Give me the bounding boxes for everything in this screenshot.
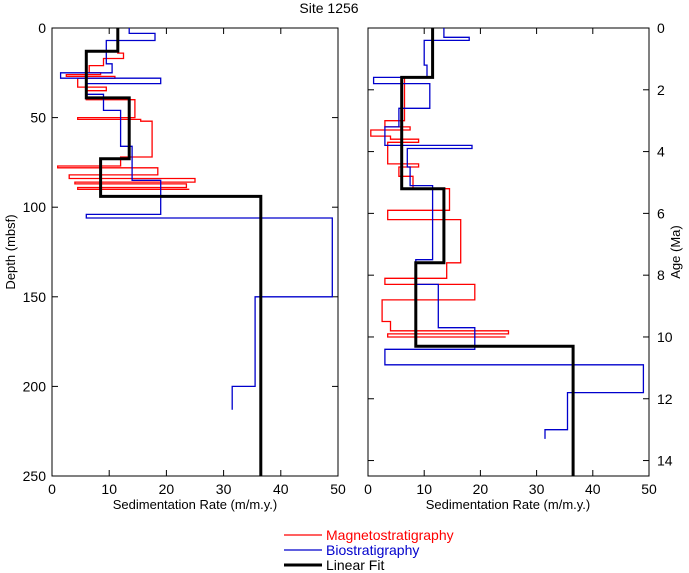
panel-age: 0 10 20 30 40 50 0 2 4 6 8 10 12 14 Sedimentation Rat… (364, 20, 683, 512)
plot-frame-age (367, 27, 650, 477)
series-magnetostratigraphy-depth (57, 28, 196, 190)
y-tick-label-age-6: 6 (657, 205, 665, 221)
y-tick-label-depth-0: 0 (38, 20, 46, 36)
x-tick-label-depth-0: 0 (48, 481, 56, 497)
tick-group-age: 0 10 20 30 40 50 0 2 4 6 8 10 12 14 (364, 20, 673, 497)
series-magnetostratigraphy-age (370, 28, 510, 338)
y-tick-label-age-10: 10 (657, 329, 673, 345)
panel-depth: 0 10 20 30 40 50 0 50 100 150 200 250 Sedimentation… (3, 20, 346, 512)
x-axis-title-depth: Sedimentation Rate (m/m.y.) (113, 497, 277, 512)
x-tick-label-depth-40: 40 (273, 481, 289, 497)
series-linear-fit-age (400, 28, 575, 476)
series-group-age (370, 28, 645, 476)
series-biostratigraphy-age (372, 28, 645, 439)
y-tick-label-age-0: 0 (657, 20, 665, 36)
legend-label-biostratigraphy: Biostratigraphy (326, 542, 419, 558)
y-tick-label-age-2: 2 (657, 82, 665, 98)
x-tick-label-depth-10: 10 (101, 481, 117, 497)
y-tick-label-depth-250: 250 (23, 468, 47, 484)
legend-label-magnetostratigraphy: Magnetostratigraphy (326, 527, 454, 543)
chart-title: Site 1256 (299, 0, 358, 16)
y-tick-label-depth-150: 150 (23, 289, 47, 305)
x-tick-label-depth-30: 30 (216, 481, 232, 497)
y-tick-label-age-8: 8 (657, 267, 665, 283)
x-tick-label-depth-20: 20 (159, 481, 175, 497)
x-tick-label-age-40: 40 (585, 481, 601, 497)
series-group-depth (57, 28, 333, 476)
series-linear-fit-depth (84, 28, 263, 476)
y-tick-label-age-4: 4 (657, 144, 665, 160)
x-tick-label-age-30: 30 (529, 481, 545, 497)
x-tick-label-age-20: 20 (473, 481, 489, 497)
legend-label-linear-fit: Linear Fit (326, 557, 384, 573)
x-tick-label-depth-50: 50 (330, 481, 346, 497)
y-axis-title-depth: Depth (mbsf) (3, 214, 18, 289)
y-tick-label-age-14: 14 (657, 453, 673, 469)
y-tick-label-age-12: 12 (657, 391, 673, 407)
series-biostratigraphy-depth (59, 28, 333, 410)
y-tick-label-depth-50: 50 (30, 110, 46, 126)
x-tick-label-age-50: 50 (641, 481, 657, 497)
y-tick-label-depth-100: 100 (23, 199, 47, 215)
x-tick-label-age-0: 0 (364, 481, 372, 497)
legend: Magnetostratigraphy Biostratigraphy Line… (284, 527, 454, 573)
y-axis-title-age: Age (Ma) (668, 225, 683, 278)
plot-frame-depth (51, 27, 339, 477)
x-tick-label-age-10: 10 (416, 481, 432, 497)
y-tick-label-depth-200: 200 (23, 378, 47, 394)
tick-group-depth: 0 10 20 30 40 50 0 50 100 150 200 250 (23, 20, 346, 497)
x-axis-title-age: Sedimentation Rate (m/m.y.) (426, 497, 590, 512)
